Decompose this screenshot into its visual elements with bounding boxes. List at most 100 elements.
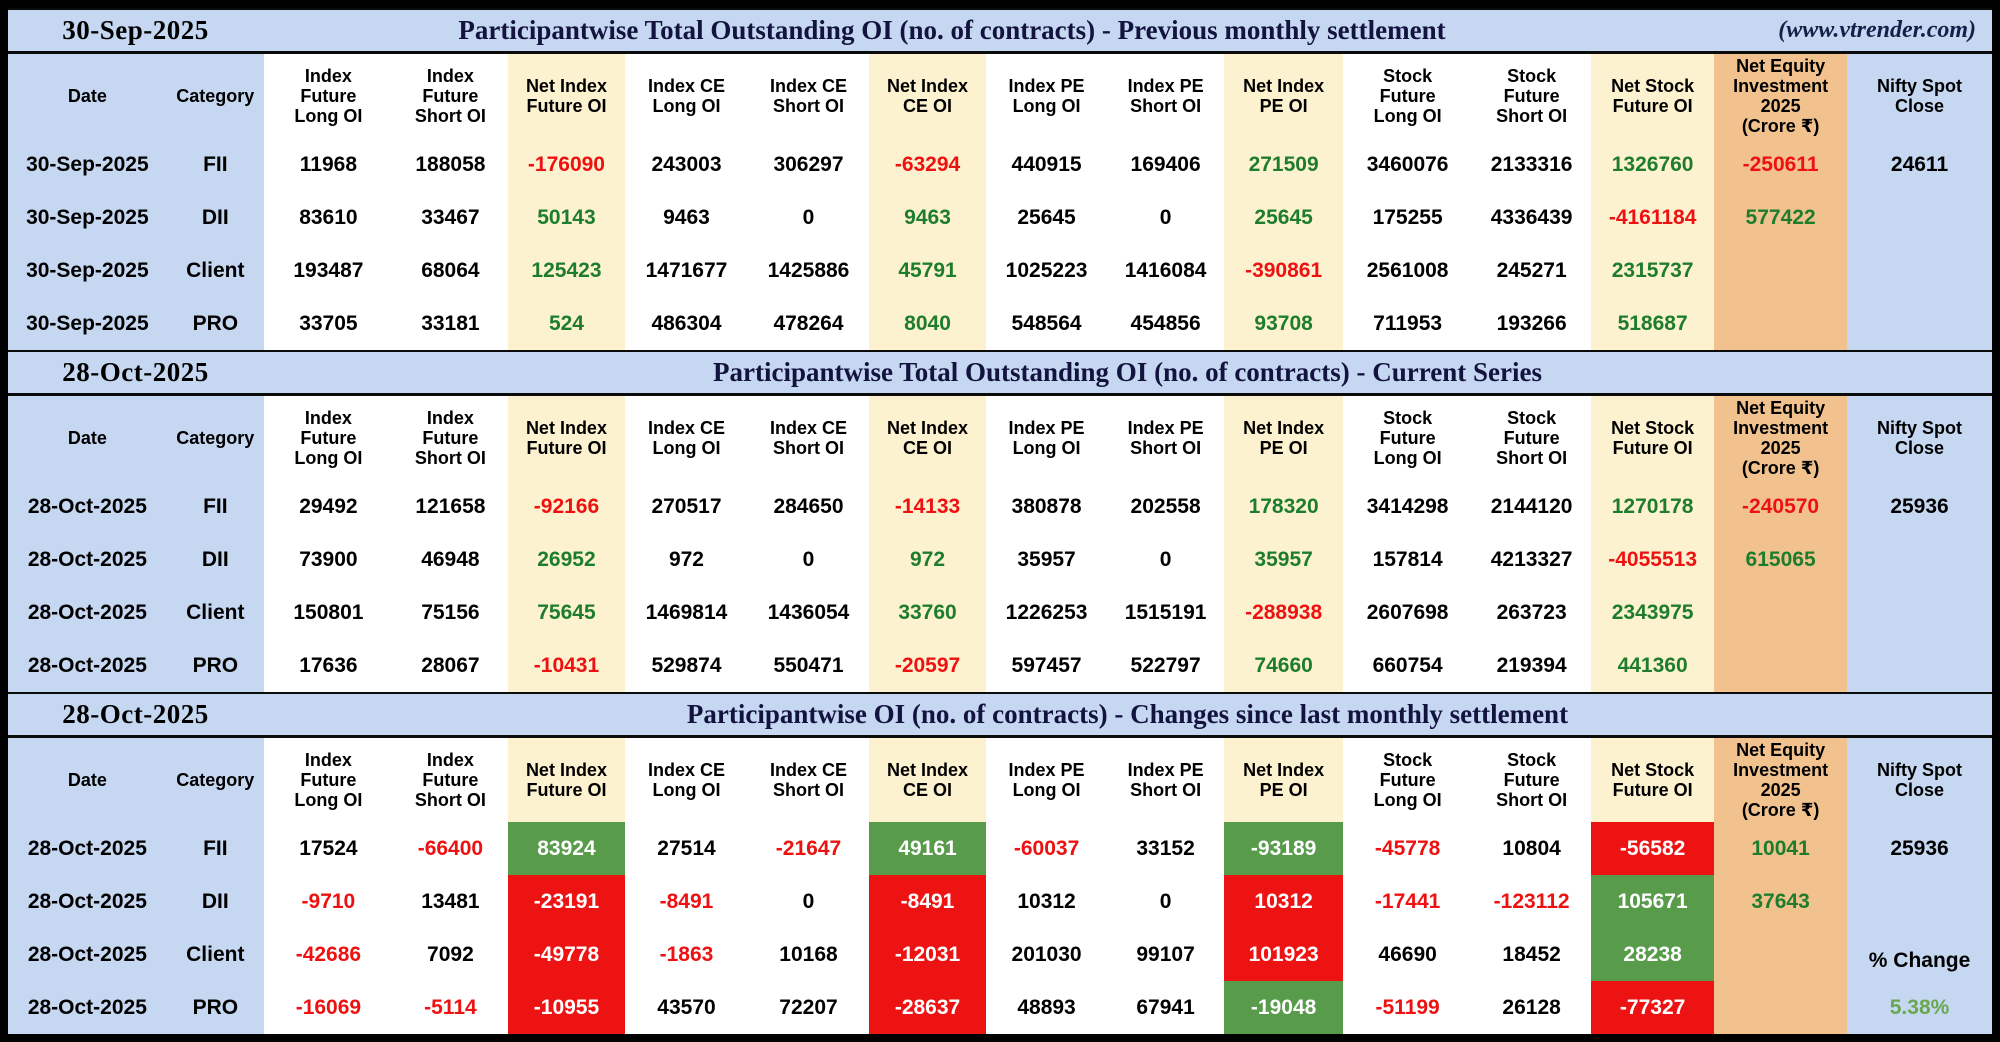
oi-value-cell: -92166 — [507, 480, 625, 533]
section-band: 28-Oct-2025 Participantwise OI (no. of c… — [8, 692, 1992, 738]
category-cell: FII — [166, 480, 264, 533]
oi-value-cell: 46690 — [1343, 928, 1473, 981]
oi-value-cell: 577422 — [1714, 191, 1848, 244]
oi-value-cell: 2607698 — [1343, 586, 1473, 639]
oi-value-cell: 17524 — [263, 822, 393, 875]
oi-value-cell: -4055513 — [1591, 533, 1715, 586]
date-cell: 30-Sep-2025 — [8, 244, 167, 297]
oi-value-cell: 45791 — [869, 244, 987, 297]
table-row: 30-Sep-2025 DII 83610 33467 50143 9463 0 9463 25… — [8, 191, 1992, 244]
column-header: Stock Future Short OI — [1472, 54, 1592, 138]
oi-value-cell: 270517 — [624, 480, 748, 533]
oi-value-cell: -1863 — [624, 928, 748, 981]
percent-change-value — [1847, 639, 1992, 692]
oi-value-cell: -250611 — [1714, 138, 1848, 191]
oi-value-cell: 101923 — [1224, 928, 1344, 981]
category-cell: DII — [166, 533, 264, 586]
oi-value-cell: 9463 — [869, 191, 987, 244]
oi-value-cell: 10041 — [1714, 822, 1848, 875]
column-header: Net Index CE OI — [869, 396, 987, 480]
oi-value-cell: -4161184 — [1591, 191, 1715, 244]
oi-value-cell: 37643 — [1714, 875, 1848, 928]
oi-value-cell: 33152 — [1107, 822, 1225, 875]
nifty-close-value: 24611 — [1890, 153, 1949, 176]
column-header: Net Index PE OI — [1224, 738, 1344, 822]
oi-value-cell: 0 — [747, 533, 869, 586]
oi-value-cell: -5114 — [392, 981, 508, 1034]
oi-value-cell: 550471 — [747, 639, 869, 692]
oi-value-cell: 306297 — [747, 138, 869, 191]
oi-value-cell: 2561008 — [1343, 244, 1473, 297]
oi-value-cell: 28067 — [392, 639, 508, 692]
section-date: 28-Oct-2025 — [62, 699, 209, 729]
oi-value-cell: 169406 — [1107, 138, 1225, 191]
oi-value-cell: -12031 — [869, 928, 987, 981]
oi-value-cell: 440915 — [986, 138, 1108, 191]
oi-value-cell: 33760 — [869, 586, 987, 639]
oi-value-cell: 26128 — [1472, 981, 1592, 1034]
oi-value-cell — [1714, 297, 1848, 350]
oi-value-cell: 2343975 — [1591, 586, 1715, 639]
oi-value-cell: 518687 — [1591, 297, 1715, 350]
section-band: 30-Sep-2025 Participantwise Total Outsta… — [8, 8, 1992, 54]
percent-change-value — [1847, 297, 1992, 350]
oi-value-cell: 2144120 — [1472, 480, 1592, 533]
column-header: Net Index CE OI — [869, 738, 987, 822]
table-row: 28-Oct-2025 DII -9710 13481 -23191 -8491 0 -849… — [8, 875, 1992, 928]
column-header: Index PE Short OI — [1107, 54, 1225, 138]
category-cell: Client — [166, 244, 264, 297]
column-header: Category — [166, 54, 264, 138]
column-header: Stock Future Long OI — [1343, 396, 1473, 480]
oi-value-cell: 10312 — [986, 875, 1108, 928]
oi-value-cell: -66400 — [392, 822, 508, 875]
oi-value-cell: 0 — [747, 875, 869, 928]
column-header: Index PE Short OI — [1107, 396, 1225, 480]
section-title: Participantwise Total Outstanding OI (no… — [458, 15, 1446, 45]
oi-value-cell: 50143 — [507, 191, 625, 244]
oi-value-cell: 522797 — [1107, 639, 1225, 692]
oi-value-cell: -23191 — [507, 875, 625, 928]
oi-value-cell: 33705 — [263, 297, 393, 350]
oi-table: Date Category Index Future Long OI Index Fu… — [8, 54, 1992, 350]
column-header: Index CE Short OI — [747, 396, 869, 480]
column-header: Date — [8, 738, 167, 822]
oi-value-cell: 2133316 — [1472, 138, 1592, 191]
oi-value-cell: 188058 — [392, 138, 508, 191]
oi-value-cell: 193266 — [1472, 297, 1592, 350]
oi-value-cell: -10955 — [507, 981, 625, 1034]
oi-value-cell: 202558 — [1107, 480, 1225, 533]
oi-value-cell: 10168 — [747, 928, 869, 981]
column-header: Net Index PE OI — [1224, 54, 1344, 138]
column-header: Index PE Short OI — [1107, 738, 1225, 822]
oi-value-cell: -21647 — [747, 822, 869, 875]
oi-value-cell: 67941 — [1107, 981, 1225, 1034]
oi-value-cell: 10312 — [1224, 875, 1344, 928]
oi-value-cell: 35957 — [1224, 533, 1344, 586]
column-header: Net Equity Investment 2025 (Crore ₹) — [1714, 738, 1848, 822]
oi-value-cell: 105671 — [1591, 875, 1715, 928]
date-cell: 28-Oct-2025 — [8, 533, 167, 586]
column-header: Index Future Short OI — [392, 396, 508, 480]
oi-value-cell: 93708 — [1224, 297, 1344, 350]
oi-value-cell — [1714, 928, 1848, 981]
column-header-row: Date Category Index Future Long OI Index Fu… — [8, 396, 1992, 480]
oi-value-cell: 75156 — [392, 586, 508, 639]
oi-value-cell — [1714, 639, 1848, 692]
section-current-series: 28-Oct-2025 Participantwise Total Outsta… — [8, 350, 1992, 692]
oi-value-cell: 8040 — [869, 297, 987, 350]
column-header: Date — [8, 396, 167, 480]
oi-value-cell: 125423 — [507, 244, 625, 297]
oi-value-cell: -93189 — [1224, 822, 1344, 875]
oi-value-cell: 1425886 — [747, 244, 869, 297]
oi-value-cell: 3460076 — [1343, 138, 1473, 191]
date-cell: 28-Oct-2025 — [8, 822, 167, 875]
nifty-spot-cell: 24611 — [1847, 138, 1992, 350]
column-header: Net Index Future OI — [507, 396, 625, 480]
oi-value-cell: -288938 — [1224, 586, 1344, 639]
percent-change-label — [1847, 250, 1992, 303]
column-header-row: Date Category Index Future Long OI Index Fu… — [8, 738, 1992, 822]
column-header: Index Future Long OI — [263, 54, 393, 138]
oi-value-cell: 175255 — [1343, 191, 1473, 244]
column-header: Index PE Long OI — [986, 396, 1108, 480]
